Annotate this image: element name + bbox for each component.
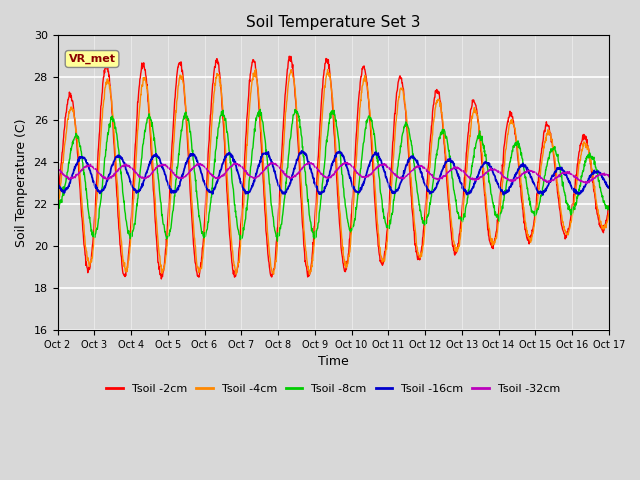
Tsoil -32cm (238, 165, 246, 170)
Tsoil -2cm (177, 60, 184, 65)
Tsoil -4cm (54, 206, 61, 212)
Tsoil -32cm (582, 181, 590, 187)
Tsoil -16cm (539, 192, 547, 198)
Tsoil -8cm (257, 107, 264, 112)
Tsoil -4cm (540, 145, 548, 151)
Tsoil -16cm (163, 178, 170, 183)
Tsoil -32cm (540, 177, 548, 182)
Legend: Tsoil -2cm, Tsoil -4cm, Tsoil -8cm, Tsoil -16cm, Tsoil -32cm: Tsoil -2cm, Tsoil -4cm, Tsoil -8cm, Tsoi… (102, 379, 564, 398)
Tsoil -8cm (163, 236, 170, 242)
Line: Tsoil -16cm: Tsoil -16cm (58, 151, 609, 195)
Tsoil -16cm (540, 189, 548, 195)
Tsoil -8cm (273, 238, 281, 244)
Line: Tsoil -8cm: Tsoil -8cm (58, 109, 609, 241)
Tsoil -16cm (176, 179, 184, 184)
Tsoil -16cm (54, 180, 61, 186)
Tsoil -4cm (176, 72, 184, 78)
Tsoil -2cm (157, 276, 165, 282)
Tsoil -2cm (492, 234, 499, 240)
Line: Tsoil -32cm: Tsoil -32cm (58, 162, 609, 184)
Tsoil -4cm (238, 225, 246, 231)
Tsoil -16cm (419, 176, 427, 182)
Line: Tsoil -2cm: Tsoil -2cm (58, 56, 609, 279)
Tsoil -8cm (605, 205, 612, 211)
Tsoil -4cm (605, 211, 612, 216)
Tsoil -16cm (605, 185, 612, 191)
Tsoil -4cm (306, 272, 314, 277)
Tsoil -32cm (605, 174, 612, 180)
Tsoil -8cm (420, 220, 428, 226)
Tsoil -2cm (285, 53, 293, 59)
Tsoil -4cm (492, 236, 499, 242)
Tsoil -16cm (491, 173, 499, 179)
Tsoil -8cm (492, 209, 499, 215)
Tsoil -32cm (419, 165, 427, 171)
Title: Soil Temperature Set 3: Soil Temperature Set 3 (246, 15, 420, 30)
Text: VR_met: VR_met (68, 54, 116, 64)
Line: Tsoil -4cm: Tsoil -4cm (58, 69, 609, 275)
Tsoil -32cm (305, 159, 313, 165)
Tsoil -32cm (491, 167, 499, 172)
Tsoil -4cm (252, 66, 259, 72)
Tsoil -2cm (420, 228, 428, 234)
Tsoil -8cm (54, 204, 61, 210)
Y-axis label: Soil Temperature (C): Soil Temperature (C) (15, 119, 28, 247)
Tsoil -2cm (605, 203, 612, 209)
Tsoil -4cm (163, 244, 170, 250)
Tsoil -32cm (176, 174, 184, 180)
Tsoil -32cm (54, 166, 61, 171)
Tsoil -2cm (54, 199, 61, 204)
Tsoil -2cm (163, 229, 171, 235)
X-axis label: Time: Time (318, 355, 349, 369)
Tsoil -8cm (176, 138, 184, 144)
Tsoil -16cm (298, 148, 305, 154)
Tsoil -8cm (540, 178, 548, 183)
Tsoil -4cm (420, 242, 428, 248)
Tsoil -8cm (238, 236, 246, 241)
Tsoil -16cm (238, 182, 246, 188)
Tsoil -32cm (163, 164, 170, 169)
Tsoil -2cm (238, 205, 246, 211)
Tsoil -2cm (540, 129, 548, 134)
